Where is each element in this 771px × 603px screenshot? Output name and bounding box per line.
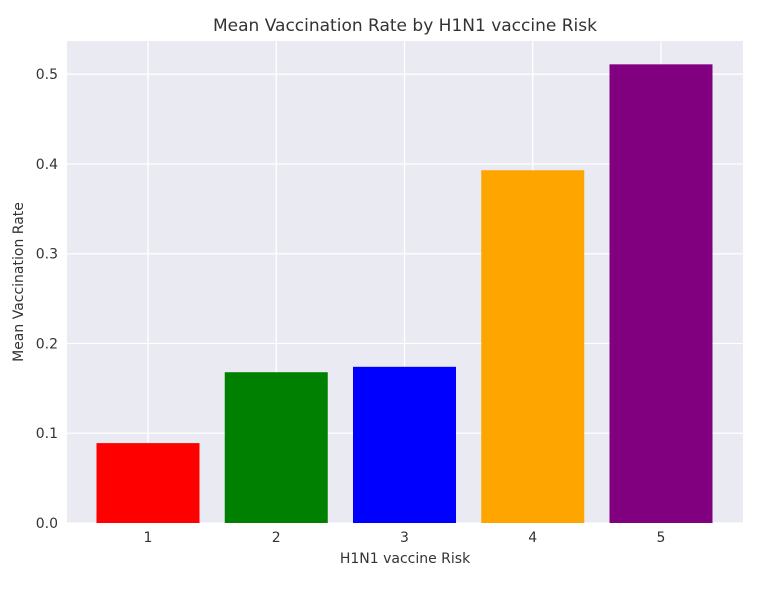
bar-2 bbox=[224, 372, 328, 523]
y-tick-label: 0.2 bbox=[36, 336, 58, 352]
y-tick-label: 0.1 bbox=[36, 426, 58, 442]
bar-1 bbox=[96, 443, 200, 523]
x-axis-label: H1N1 vaccine Risk bbox=[340, 551, 471, 567]
chart-title: Mean Vaccination Rate by H1N1 vaccine Ri… bbox=[213, 16, 597, 36]
x-tick-label: 4 bbox=[528, 530, 537, 546]
y-tick-label: 0.3 bbox=[36, 247, 58, 263]
x-tick-label: 2 bbox=[272, 530, 281, 546]
y-tick-labels: 0.0 0.1 0.2 0.3 0.4 0.5 bbox=[36, 67, 58, 532]
y-tick-label: 0.4 bbox=[36, 157, 58, 173]
x-tick-label: 3 bbox=[400, 530, 409, 546]
y-tick-label: 0.5 bbox=[36, 67, 58, 83]
y-tick-label: 0.0 bbox=[36, 516, 58, 532]
y-axis-label: Mean Vaccination Rate bbox=[11, 202, 27, 362]
x-tick-label: 5 bbox=[657, 530, 666, 546]
bars bbox=[96, 64, 713, 523]
x-tick-label: 1 bbox=[144, 530, 153, 546]
bar-4 bbox=[481, 170, 585, 523]
bar-5 bbox=[609, 64, 713, 523]
x-tick-labels: 1 2 3 4 5 bbox=[144, 530, 666, 546]
bar-3 bbox=[353, 366, 456, 523]
